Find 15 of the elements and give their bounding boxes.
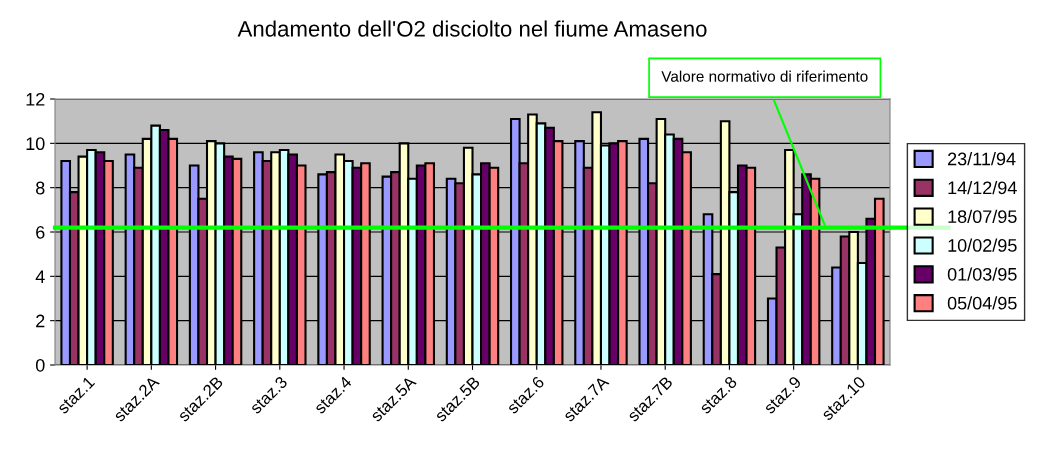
y-tick-label: 12: [26, 92, 45, 106]
legend-label: 01/03/95: [947, 267, 1017, 281]
y-tick-label: 4: [35, 270, 45, 283]
legend-label: 18/07/95: [948, 209, 1017, 224]
legend-label: 14/12/94: [948, 180, 1017, 195]
chart-title: Andamento dell'O2 disciolto nel fiume Amaseno: [237, 20, 707, 37]
y-tick-label: 10: [26, 137, 45, 151]
y-tick-label: 0: [35, 358, 45, 372]
legend-label: 23/11/94: [948, 152, 1016, 166]
y-tick-label: 2: [36, 314, 45, 328]
y-tick-label: 8: [36, 181, 45, 195]
y-tick-label: 6: [36, 225, 45, 239]
legend-label: 05/04/95: [947, 296, 1017, 310]
legend-label: 10/02/95: [948, 238, 1017, 252]
ref-line-label: Valore normativo di riferimento: [661, 70, 868, 82]
